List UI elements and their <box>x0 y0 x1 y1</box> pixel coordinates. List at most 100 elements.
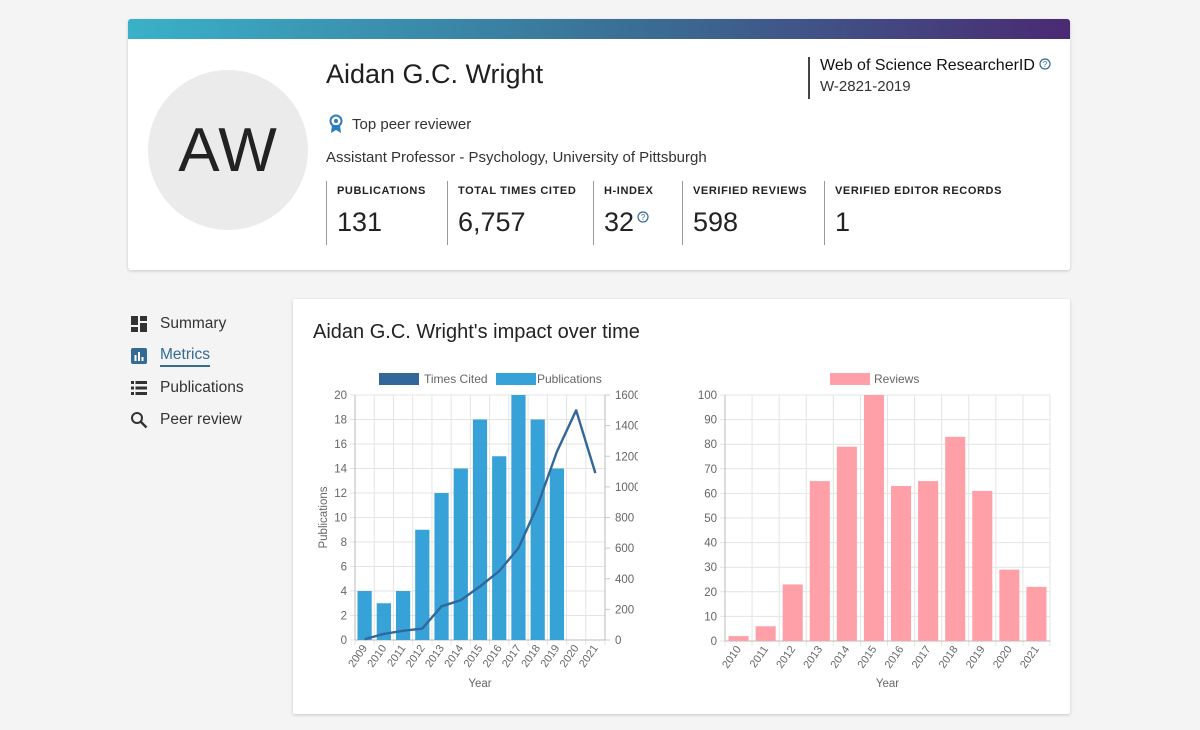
legend-swatch-publications <box>496 373 536 385</box>
x-tick-label: 2019 <box>964 644 988 671</box>
x-tick-label: 2010 <box>720 644 744 671</box>
y2-tick-label: 400 <box>615 574 634 586</box>
legend-label-publications: Publications <box>537 372 602 386</box>
y-tick-label: 20 <box>334 390 347 402</box>
bar-reviews <box>945 436 966 641</box>
bar-reviews <box>809 481 830 641</box>
y-tick-label: 2 <box>341 611 347 623</box>
metric-total-times-cited: TOTAL TIMES CITED 6,757 <box>447 181 593 245</box>
metric-value: 6,757 <box>458 207 526 237</box>
y-tick-label: 4 <box>341 586 348 598</box>
header-gradient-bar <box>128 19 1070 39</box>
affiliation: Assistant Professor - Psychology, Univer… <box>326 149 707 166</box>
y-tick-label: 10 <box>704 611 717 623</box>
bar-publications <box>434 493 449 640</box>
avatar: AW <box>148 70 308 230</box>
profile-card: AW Aidan G.C. Wright Top peer reviewer A… <box>128 19 1070 270</box>
sidebar-item-publications[interactable]: Publications <box>130 372 244 404</box>
x-tick-label: 2013 <box>801 644 825 671</box>
line-times-cited <box>364 409 597 641</box>
sidebar-item-peer-review[interactable]: Peer review <box>130 404 244 436</box>
metric-value: 32 <box>604 207 635 237</box>
legend-swatch-times-cited <box>379 373 419 385</box>
search-icon <box>130 411 148 429</box>
metric-value: 131 <box>337 207 383 237</box>
x-tick-label: 2021 <box>1018 644 1042 671</box>
metric-verified-editor-records: VERIFIED EDITOR RECORDS 1 <box>824 181 1004 245</box>
legend-swatch-reviews <box>830 373 870 385</box>
award-ribbon-icon <box>329 114 343 133</box>
bar-reviews <box>836 446 857 641</box>
impact-card: Aidan G.C. Wright's impact over time Tim… <box>293 299 1070 714</box>
researcher-name: Aidan G.C. Wright <box>326 59 544 89</box>
sidebar-item-label: Publications <box>160 379 244 396</box>
y-tick-label: 30 <box>704 562 717 574</box>
sidebar-item-summary[interactable]: Summary <box>130 308 244 340</box>
help-icon[interactable]: ? <box>1039 58 1051 70</box>
help-icon[interactable]: ? <box>637 211 649 223</box>
y-tick-label: 80 <box>704 439 717 451</box>
y2-tick-label: 200 <box>615 604 634 616</box>
bar-publications <box>357 591 372 640</box>
y2-tick-label: 1000 <box>615 482 638 494</box>
dashboard-icon <box>130 315 148 333</box>
y-tick-label: 60 <box>704 488 717 500</box>
bar-reviews <box>863 395 884 641</box>
y-tick-label: 20 <box>704 587 717 599</box>
bar-reviews <box>999 569 1020 641</box>
sidebar-item-metrics[interactable]: Metrics <box>130 340 244 372</box>
y-tick-label: 40 <box>704 538 717 550</box>
top-reviewer-badge: Top peer reviewer <box>328 114 471 134</box>
x-tick-label: 2015 <box>856 644 880 671</box>
y2-tick-label: 1600 <box>615 390 638 402</box>
y-tick-label: 8 <box>341 537 347 549</box>
sidebar-item-label: Summary <box>160 315 227 332</box>
researcher-id-value: W-2821-2019 <box>820 78 911 95</box>
x-tick-label: 2014 <box>828 644 852 671</box>
x-tick-label: 2018 <box>937 644 961 671</box>
publications-citations-chart: Times Cited Publications 0 2 4 6 8 10 12 14 16 18 20… <box>318 372 638 690</box>
svg-text:?: ? <box>641 213 646 222</box>
sidebar-item-label: Metrics <box>160 346 210 367</box>
y-tick-label: 0 <box>711 636 717 648</box>
sidebar-nav: Summary Metrics Publications Peer review <box>130 308 244 436</box>
y2-tick-label: 600 <box>615 543 634 555</box>
researcher-id-block: Web of Science ResearcherID ? W-2821-201… <box>808 57 1051 99</box>
bar-reviews <box>1026 586 1047 641</box>
metric-publications: PUBLICATIONS 131 <box>326 181 447 245</box>
y2-tick-label: 0 <box>615 635 621 647</box>
y-tick-label: 10 <box>334 513 347 525</box>
x-tick-label: 2020 <box>991 644 1015 671</box>
y-tick-label: 6 <box>341 562 347 574</box>
bar-reviews <box>728 636 749 641</box>
impact-title: Aidan G.C. Wright's impact over time <box>313 321 640 343</box>
x-tick-label: 2017 <box>910 644 934 671</box>
avatar-initials: AW <box>178 115 278 185</box>
bar-publications <box>415 529 430 640</box>
legend-label-reviews: Reviews <box>874 372 919 386</box>
x-axis-title: Year <box>876 678 899 690</box>
bar-reviews <box>918 481 939 641</box>
bar-publications <box>376 603 391 640</box>
metric-h-index: H-INDEX 32 ? <box>593 181 682 245</box>
bar-reviews <box>891 486 912 641</box>
bar-publications <box>549 468 565 640</box>
y-tick-label: 70 <box>704 464 717 476</box>
researcher-id-title: Web of Science ResearcherID <box>820 57 1035 74</box>
bar-reviews <box>972 490 993 641</box>
x-tick-label: 2016 <box>883 644 907 671</box>
metrics-row: PUBLICATIONS 131 TOTAL TIMES CITED 6,757… <box>326 181 1004 245</box>
bar-publications <box>395 591 411 640</box>
metric-value: 1 <box>835 207 851 237</box>
list-icon <box>130 379 148 397</box>
y-tick-label: 12 <box>334 488 347 500</box>
bar-publications <box>492 456 507 640</box>
y2-tick-label: 800 <box>615 513 634 525</box>
legend-label-times-cited: Times Cited <box>424 372 488 386</box>
y-tick-label: 100 <box>698 390 717 402</box>
x-tick-label: 2011 <box>748 644 771 670</box>
y-tick-label: 18 <box>334 415 347 427</box>
bar-chart-icon <box>130 347 148 365</box>
metric-verified-reviews: VERIFIED REVIEWS 598 <box>682 181 824 245</box>
y-tick-label: 16 <box>334 439 347 451</box>
